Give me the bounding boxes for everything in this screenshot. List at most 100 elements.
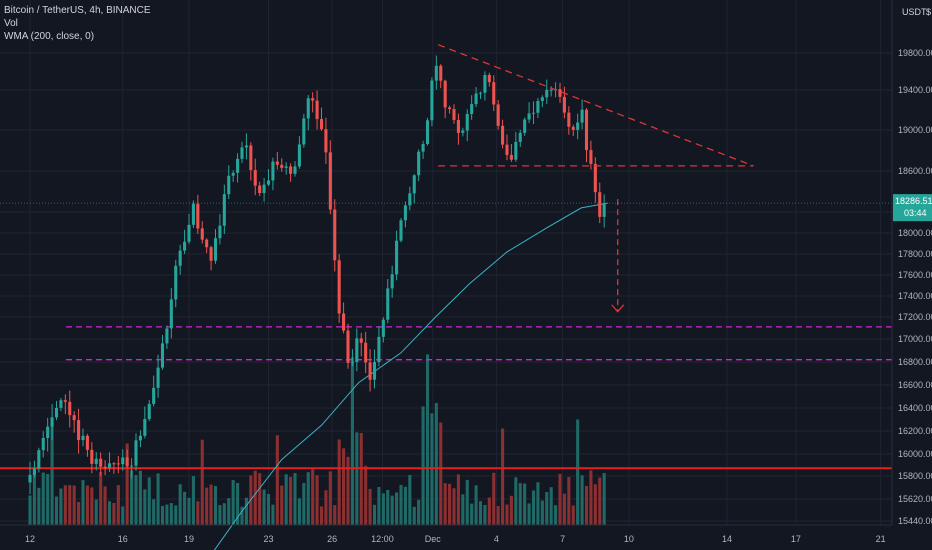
- candle-body: [593, 163, 597, 193]
- volume-bar: [448, 483, 452, 525]
- candle-body: [315, 100, 319, 120]
- symbol-title[interactable]: Bitcoin / TetherUS, 4h, BINANCE: [4, 5, 151, 16]
- candle-body: [116, 463, 120, 465]
- time-tick-label: 4: [494, 534, 499, 544]
- candle-body: [258, 185, 262, 194]
- volume-bar: [289, 476, 293, 525]
- volume-bar: [527, 503, 531, 525]
- candle-body: [430, 80, 434, 121]
- price-axis[interactable]: 15440.00 15620.00 15800.00 16000.00 16200.00…: [898, 48, 932, 526]
- volume-bar: [399, 484, 403, 525]
- volume-bar: [81, 480, 85, 525]
- wma-layer: [213, 202, 608, 550]
- candle-body: [156, 367, 160, 388]
- volume-bar: [112, 502, 116, 525]
- candle-body: [412, 175, 416, 194]
- volume-bar: [59, 488, 63, 525]
- volume-bar: [99, 471, 103, 525]
- time-tick-label: 26: [327, 534, 337, 544]
- volume-bar: [346, 456, 350, 525]
- candle-body: [227, 175, 231, 195]
- volume-bar: [403, 486, 407, 525]
- candle-body: [54, 407, 59, 418]
- candle-body: [368, 362, 372, 380]
- candle-body: [311, 98, 315, 101]
- candle-body: [509, 154, 513, 160]
- volume-bar: [187, 497, 191, 525]
- candle-body: [567, 112, 571, 127]
- candle-body: [531, 112, 536, 114]
- volume-bar: [200, 439, 204, 525]
- candle-body: [213, 238, 218, 261]
- volume-bar: [178, 484, 182, 525]
- volume-bar: [253, 470, 257, 525]
- candle-body: [130, 465, 134, 467]
- candle-body: [545, 89, 549, 98]
- volume-bar: [85, 485, 89, 525]
- grid-layer: [0, 0, 892, 525]
- volume-bar: [492, 472, 496, 525]
- volume-bar: [386, 489, 390, 525]
- candle-body: [337, 260, 341, 314]
- candle-body: [364, 342, 368, 363]
- volume-bar: [37, 487, 41, 525]
- candle-body: [355, 338, 359, 363]
- candle-body: [147, 403, 151, 420]
- candle-body: [425, 120, 430, 144]
- volume-bar: [50, 422, 54, 525]
- time-tick-label: 17: [791, 534, 801, 544]
- volume-bar: [483, 504, 487, 525]
- volume-bar: [536, 482, 540, 525]
- volume-bar: [68, 485, 72, 525]
- candle-body: [434, 65, 438, 81]
- candle-body: [602, 203, 606, 217]
- candle-body: [205, 239, 209, 248]
- candle-body: [178, 250, 182, 266]
- candle-body: [94, 458, 98, 464]
- time-axis[interactable]: 12 16 19 23 26 12:00 Dec 4 7 10 14 17 21: [25, 534, 886, 544]
- volume-bar: [258, 473, 262, 525]
- level-layer: [0, 326, 892, 470]
- volume-bar: [505, 504, 509, 525]
- price-tick-label: 17400.00: [898, 291, 932, 301]
- candle-body: [399, 220, 403, 241]
- candle-body: [403, 205, 407, 221]
- candle-body: [540, 97, 544, 102]
- price-tick-label: 19400.00: [898, 85, 932, 95]
- volume-bar: [487, 497, 491, 525]
- volume-bar: [425, 354, 430, 525]
- candle-body: [584, 109, 589, 151]
- volume-bar: [191, 476, 195, 525]
- volume-bar: [337, 439, 341, 525]
- candle-body: [63, 400, 67, 402]
- price-tick-label: 19800.00: [898, 48, 932, 58]
- candle-body: [183, 241, 187, 251]
- volume-bar: [531, 490, 536, 525]
- time-tick-label: 16: [118, 534, 128, 544]
- candle-body: [99, 458, 103, 467]
- candle-body: [236, 158, 240, 173]
- volume-bar: [456, 474, 460, 525]
- candle-body: [218, 225, 222, 239]
- volume-bar: [121, 506, 125, 525]
- candle-body: [77, 420, 81, 441]
- currency-label[interactable]: USDT $: [902, 7, 931, 17]
- candle-body: [165, 328, 169, 344]
- candle-body: [289, 166, 293, 174]
- candle-body: [174, 265, 178, 300]
- candle-body: [333, 209, 337, 261]
- candle-body: [280, 164, 284, 168]
- wma-legend[interactable]: WMA (200, close, 0): [4, 31, 95, 42]
- candle-body: [598, 192, 602, 217]
- volume-bar: [501, 428, 505, 525]
- candle-body: [81, 435, 85, 441]
- volume-legend[interactable]: Vol: [4, 18, 18, 29]
- volume-bar: [205, 487, 209, 525]
- volume-bar: [28, 495, 32, 525]
- candle-body: [487, 74, 491, 83]
- candle-layer: [28, 55, 606, 494]
- candle-body: [417, 151, 421, 176]
- candle-body: [505, 144, 509, 155]
- candle-body: [125, 457, 129, 466]
